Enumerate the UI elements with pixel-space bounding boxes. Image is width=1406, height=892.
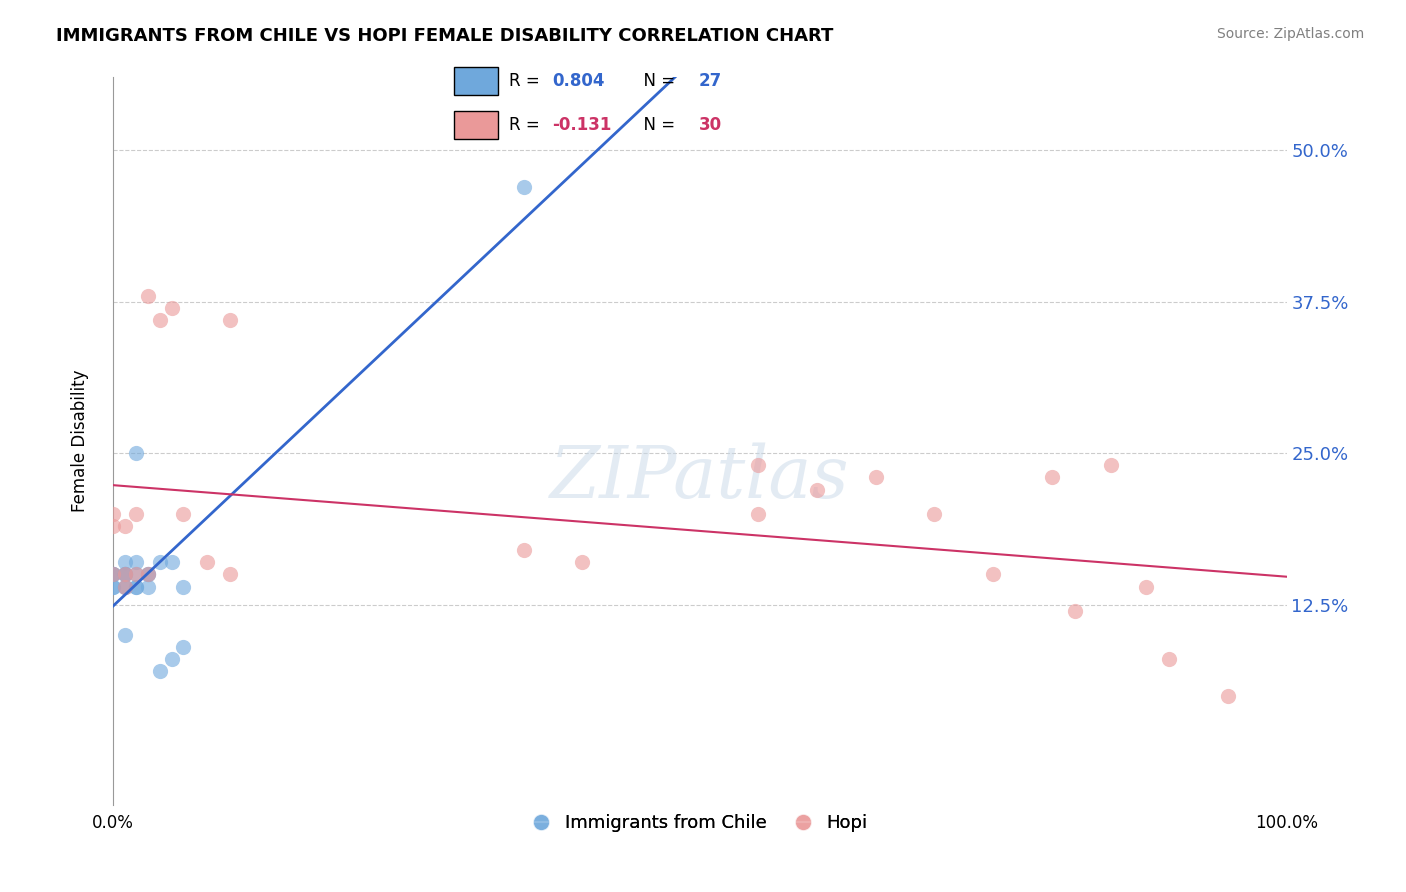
Point [160, 652, 183, 666]
Point [219, 313, 242, 327]
Point [172, 507, 194, 521]
Text: IMMIGRANTS FROM CHILE VS HOPI FEMALE DISABILITY CORRELATION CHART: IMMIGRANTS FROM CHILE VS HOPI FEMALE DIS… [56, 27, 834, 45]
Point [195, 555, 218, 569]
Point [149, 665, 172, 679]
Point [747, 507, 769, 521]
Point [924, 507, 946, 521]
Point [1099, 458, 1122, 473]
Point [981, 567, 1004, 582]
Point [172, 640, 194, 654]
Point [125, 580, 148, 594]
Point [101, 507, 124, 521]
Point [136, 288, 159, 302]
Point [149, 555, 172, 569]
Point [114, 567, 136, 582]
Point [101, 580, 124, 594]
Point [114, 567, 136, 582]
Point [1159, 652, 1181, 666]
Point [160, 301, 183, 315]
Point [114, 580, 136, 594]
Point [125, 567, 148, 582]
Text: 30: 30 [699, 116, 721, 134]
Point [865, 470, 887, 484]
Point [114, 580, 136, 594]
Point [172, 580, 194, 594]
Point [114, 519, 136, 533]
Point [512, 543, 534, 558]
Point [136, 567, 159, 582]
Y-axis label: Female Disability: Female Disability [72, 370, 89, 512]
Text: 0.804: 0.804 [553, 72, 605, 90]
Point [1040, 470, 1063, 484]
Point [101, 580, 124, 594]
Point [571, 555, 593, 569]
Text: Source: ZipAtlas.com: Source: ZipAtlas.com [1216, 27, 1364, 41]
Point [101, 519, 124, 533]
Point [747, 458, 769, 473]
Legend: Immigrants from Chile, Hopi: Immigrants from Chile, Hopi [524, 807, 875, 839]
Text: R =: R = [509, 116, 544, 134]
Text: N =: N = [633, 72, 681, 90]
Text: N =: N = [633, 116, 681, 134]
Point [101, 567, 124, 582]
Point [101, 567, 124, 582]
Point [219, 567, 242, 582]
Point [512, 179, 534, 194]
Text: -0.131: -0.131 [553, 116, 612, 134]
Point [114, 580, 136, 594]
Point [125, 567, 148, 582]
Point [114, 567, 136, 582]
Text: R =: R = [509, 72, 544, 90]
FancyBboxPatch shape [454, 67, 498, 95]
Point [125, 555, 148, 569]
Point [101, 567, 124, 582]
Point [114, 567, 136, 582]
Point [101, 567, 124, 582]
Point [1216, 689, 1239, 703]
Text: 27: 27 [699, 72, 723, 90]
Point [1135, 580, 1157, 594]
Point [149, 313, 172, 327]
Text: ZIPatlas: ZIPatlas [550, 442, 849, 513]
Point [1064, 604, 1087, 618]
FancyBboxPatch shape [454, 112, 498, 139]
Point [125, 507, 148, 521]
Point [125, 580, 148, 594]
Point [114, 628, 136, 642]
Point [160, 555, 183, 569]
Point [136, 580, 159, 594]
Point [136, 567, 159, 582]
Point [114, 555, 136, 569]
Point [806, 483, 828, 497]
Point [136, 567, 159, 582]
Point [125, 446, 148, 460]
